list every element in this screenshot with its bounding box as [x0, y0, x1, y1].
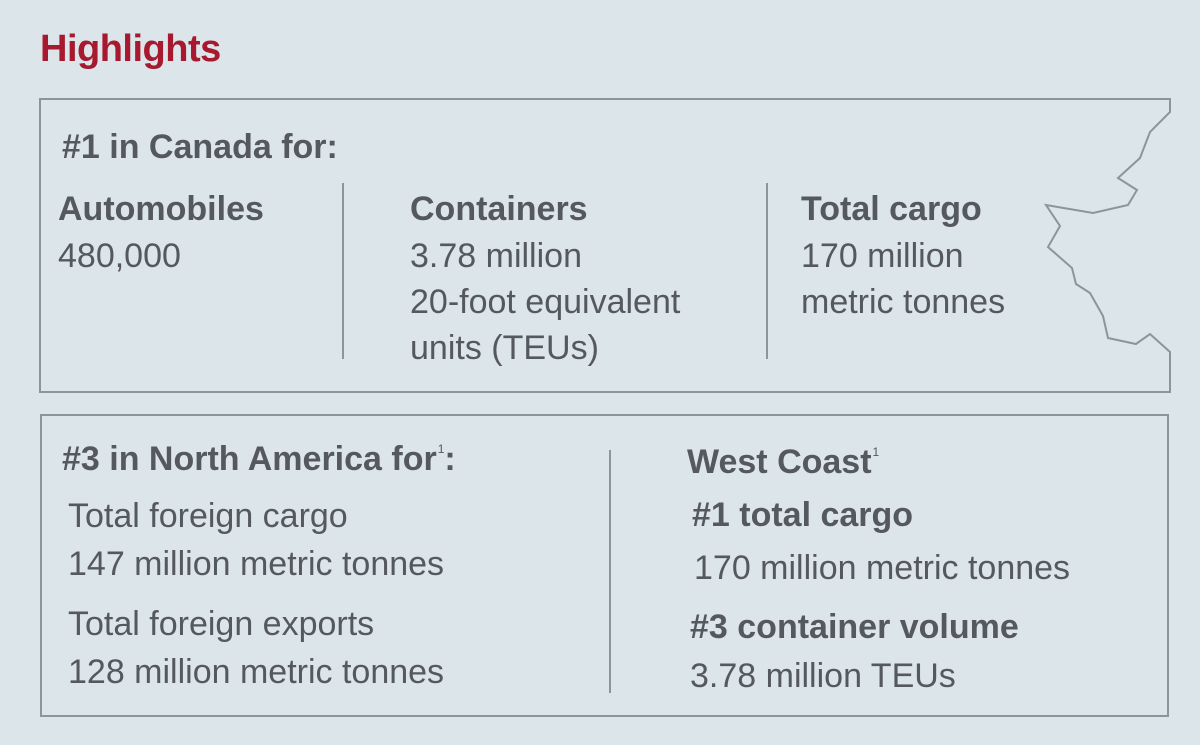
footnote-marker: 1 — [872, 445, 880, 459]
foreign-exports-label: Total foreign exports — [68, 605, 375, 643]
west-coast-heading-text: West Coast — [687, 443, 872, 481]
foreign-cargo-value: 147 million metric tonnes — [68, 545, 445, 583]
page-title: Highlights — [40, 28, 221, 70]
column-divider — [342, 183, 344, 359]
foreign-cargo-label: Total foreign cargo — [68, 497, 348, 535]
west-coast-cargo-value: 170 million metric tonnes — [694, 549, 1071, 587]
west-coast-heading: West Coast1 — [687, 443, 879, 482]
automobiles-value: 480,000 — [58, 237, 181, 275]
container-volume-value: 3.78 million TEUs — [690, 657, 956, 695]
total-cargo-line-1: 170 million — [801, 237, 964, 275]
total-cargo-line-2: metric tonnes — [801, 283, 1006, 321]
canada-heading: #1 in Canada for: — [62, 128, 338, 166]
containers-line-1: 3.78 million — [410, 237, 582, 275]
heading-colon: : — [444, 440, 456, 478]
total-cargo-rank: #1 total cargo — [692, 496, 914, 534]
north-america-box — [40, 414, 1169, 717]
foreign-exports-value: 128 million metric tonnes — [68, 653, 445, 691]
containers-line-3: units (TEUs) — [410, 329, 599, 367]
automobiles-title: Automobiles — [58, 190, 264, 228]
total-cargo-title: Total cargo — [801, 190, 982, 228]
containers-line-2: 20-foot equivalent — [410, 283, 681, 321]
container-volume-rank: #3 container volume — [690, 608, 1019, 646]
column-divider — [609, 450, 611, 693]
containers-title: Containers — [410, 190, 588, 228]
footnote-marker: 1 — [437, 442, 445, 456]
north-america-heading: #3 in North America for1: — [62, 440, 456, 479]
north-america-heading-text: #3 in North America for — [62, 440, 437, 478]
column-divider — [766, 183, 768, 359]
